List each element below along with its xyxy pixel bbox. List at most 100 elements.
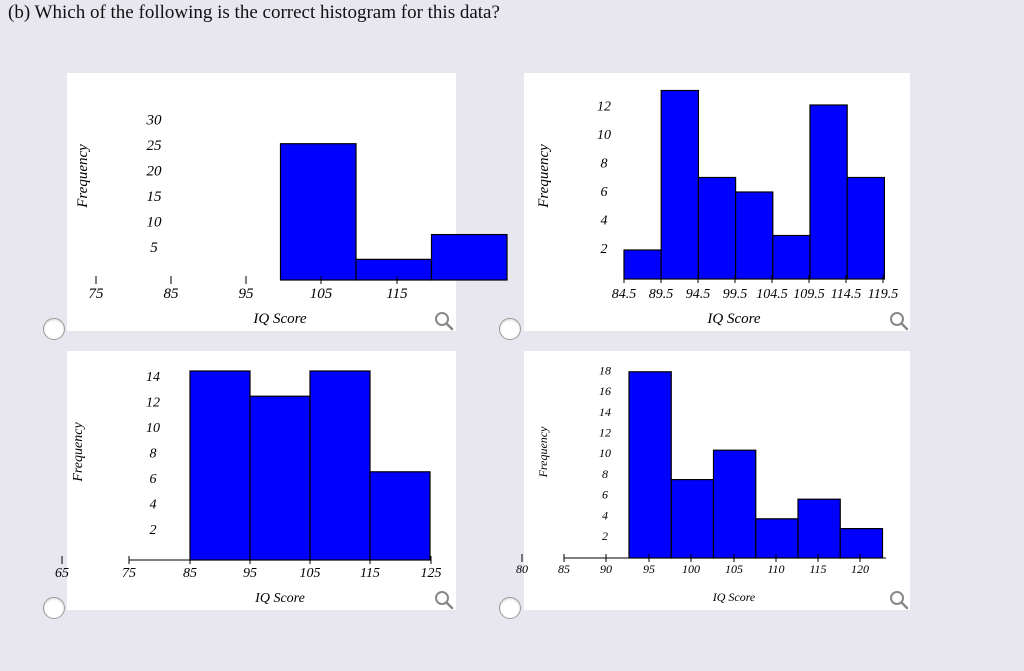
- y-axis-label: Frequency: [71, 422, 86, 483]
- option-c-zoom-button[interactable]: [432, 588, 456, 612]
- option-d-radio[interactable]: [499, 597, 521, 619]
- histogram-bar: [355, 258, 433, 281]
- histogram-bar: [697, 176, 737, 280]
- histogram-option-a: Frequency 75 85 95 105 115 5 10 15 20 25 30 IQ Score: [67, 73, 508, 331]
- histogram-bar: [846, 176, 886, 280]
- y-tick-label: 10: [146, 421, 160, 436]
- x-tick-label: 125: [421, 566, 442, 581]
- y-tick-label: 14: [599, 405, 611, 419]
- x-tick-label: 95: [643, 562, 655, 576]
- option-b-zoom-button[interactable]: [887, 309, 911, 333]
- y-tick-label: 8: [601, 157, 608, 172]
- histogram-bar: [809, 104, 848, 280]
- histogram-bar: [628, 371, 672, 559]
- histogram-bar: [797, 498, 841, 559]
- question-text: (b) Which of the following is the correc…: [8, 2, 500, 23]
- x-tick-label: 99.5: [723, 287, 748, 302]
- x-tick-label: 85: [164, 286, 180, 302]
- y-tick-label: 25: [147, 138, 163, 154]
- x-tick-label: 115: [360, 566, 380, 581]
- x-tick-label: 95: [243, 566, 257, 581]
- option-a-radio[interactable]: [43, 318, 65, 340]
- x-axis-label: IQ Score: [252, 311, 307, 327]
- x-tick-label: 104.5: [756, 287, 788, 302]
- x-tick-label: 84.5: [612, 287, 637, 302]
- histogram-chart-c: Frequency 65 75 85 95 105 115 125 2 4 6 8 10 12 14 IQ S…: [55, 370, 442, 606]
- y-tick-label: 15: [147, 189, 163, 205]
- y-tick-label: 4: [602, 508, 608, 522]
- y-axis-label: Frequency: [75, 144, 91, 209]
- y-tick-label: 2: [150, 523, 157, 538]
- x-tick-label: 119.5: [868, 287, 898, 302]
- y-tick-label: 12: [599, 426, 611, 440]
- histogram-bar: [839, 528, 884, 559]
- x-tick-label: 95: [239, 286, 255, 302]
- histogram-chart-d: Frequency 80 85 90 95 100 105 110 115 120 2 4 6 8 10 12…: [516, 363, 886, 604]
- histogram-bar: [249, 395, 311, 561]
- histogram-bar: [279, 143, 357, 281]
- histogram-bar: [755, 518, 799, 559]
- histogram-bar: [670, 479, 715, 559]
- y-tick-label: 8: [150, 447, 157, 462]
- x-tick-label: 100: [682, 562, 700, 576]
- x-tick-label: 90: [600, 562, 612, 576]
- y-tick-label: 8: [602, 467, 608, 481]
- option-d-zoom-button[interactable]: [887, 588, 911, 612]
- magnifier-icon: [890, 312, 909, 331]
- x-tick-label: 85: [558, 562, 570, 576]
- histogram-bar: [430, 233, 508, 281]
- y-tick-label: 10: [147, 215, 163, 231]
- histogram-option-d: Frequency 80 85 90 95 100 105 110 115 120 2 4 6 8 10 12…: [516, 351, 910, 610]
- histogram-bar: [772, 234, 811, 280]
- y-tick-label: 6: [150, 472, 157, 487]
- x-tick-label: 75: [89, 286, 105, 302]
- y-tick-label: 18: [599, 363, 611, 377]
- histogram-chart-b: Frequency 84.5 89.5 94.5 99.5 104.5 109.5 114.5…: [536, 89, 898, 327]
- x-tick-label: 105: [300, 566, 321, 581]
- y-tick-label: 6: [602, 488, 608, 502]
- histogram-option-b: Frequency 84.5 89.5 94.5 99.5 104.5 109.5 114.5…: [524, 73, 910, 331]
- y-tick-label: 14: [146, 370, 160, 385]
- histogram-bar: [660, 89, 699, 280]
- option-b-radio[interactable]: [499, 318, 521, 340]
- y-tick-label: 10: [597, 128, 611, 143]
- histogram-bar: [623, 249, 662, 280]
- x-tick-label: 110: [767, 562, 784, 576]
- x-tick-label: 105: [725, 562, 743, 576]
- y-tick-label: 4: [150, 498, 157, 513]
- x-tick-label: 115: [809, 562, 826, 576]
- histogram-bar: [712, 449, 757, 559]
- x-tick-label: 75: [122, 566, 136, 581]
- x-axis-label: IQ Score: [712, 590, 756, 604]
- y-tick-label: 2: [601, 242, 608, 257]
- y-tick-label: 2: [602, 529, 608, 543]
- x-tick-label: 120: [851, 562, 869, 576]
- x-tick-label: 109.5: [793, 287, 825, 302]
- y-tick-label: 30: [146, 113, 163, 129]
- y-axis-label: Frequency: [536, 144, 552, 209]
- y-tick-label: 16: [599, 384, 611, 398]
- magnifier-icon: [435, 312, 454, 331]
- x-axis-label: IQ Score: [706, 311, 761, 327]
- y-tick-label: 4: [601, 214, 608, 229]
- x-tick-label: 89.5: [649, 287, 674, 302]
- x-tick-label: 94.5: [686, 287, 711, 302]
- histogram-bar: [369, 471, 431, 561]
- option-c-radio[interactable]: [43, 597, 65, 619]
- x-tick-label: 85: [183, 566, 197, 581]
- x-tick-label: 80: [516, 562, 528, 576]
- x-tick-label: 115: [386, 286, 408, 302]
- magnifier-icon: [435, 591, 454, 610]
- histogram-bar: [189, 370, 251, 561]
- histogram-bar: [735, 191, 774, 280]
- y-tick-label: 6: [601, 185, 608, 200]
- y-axis-label: Frequency: [536, 426, 550, 479]
- y-tick-label: 20: [147, 164, 163, 180]
- y-tick-label: 12: [597, 100, 611, 115]
- x-tick-label: 105: [310, 286, 333, 302]
- y-tick-label: 12: [146, 396, 160, 411]
- histogram-chart-a: Frequency 75 85 95 105 115 5 10 15 20 25 30 IQ Score: [75, 113, 508, 327]
- y-tick-label: 10: [599, 446, 611, 460]
- option-a-zoom-button[interactable]: [432, 309, 456, 333]
- histogram-option-c: Frequency 65 75 85 95 105 115 125 2 4 6 8 10 12 14 IQ S…: [55, 351, 456, 610]
